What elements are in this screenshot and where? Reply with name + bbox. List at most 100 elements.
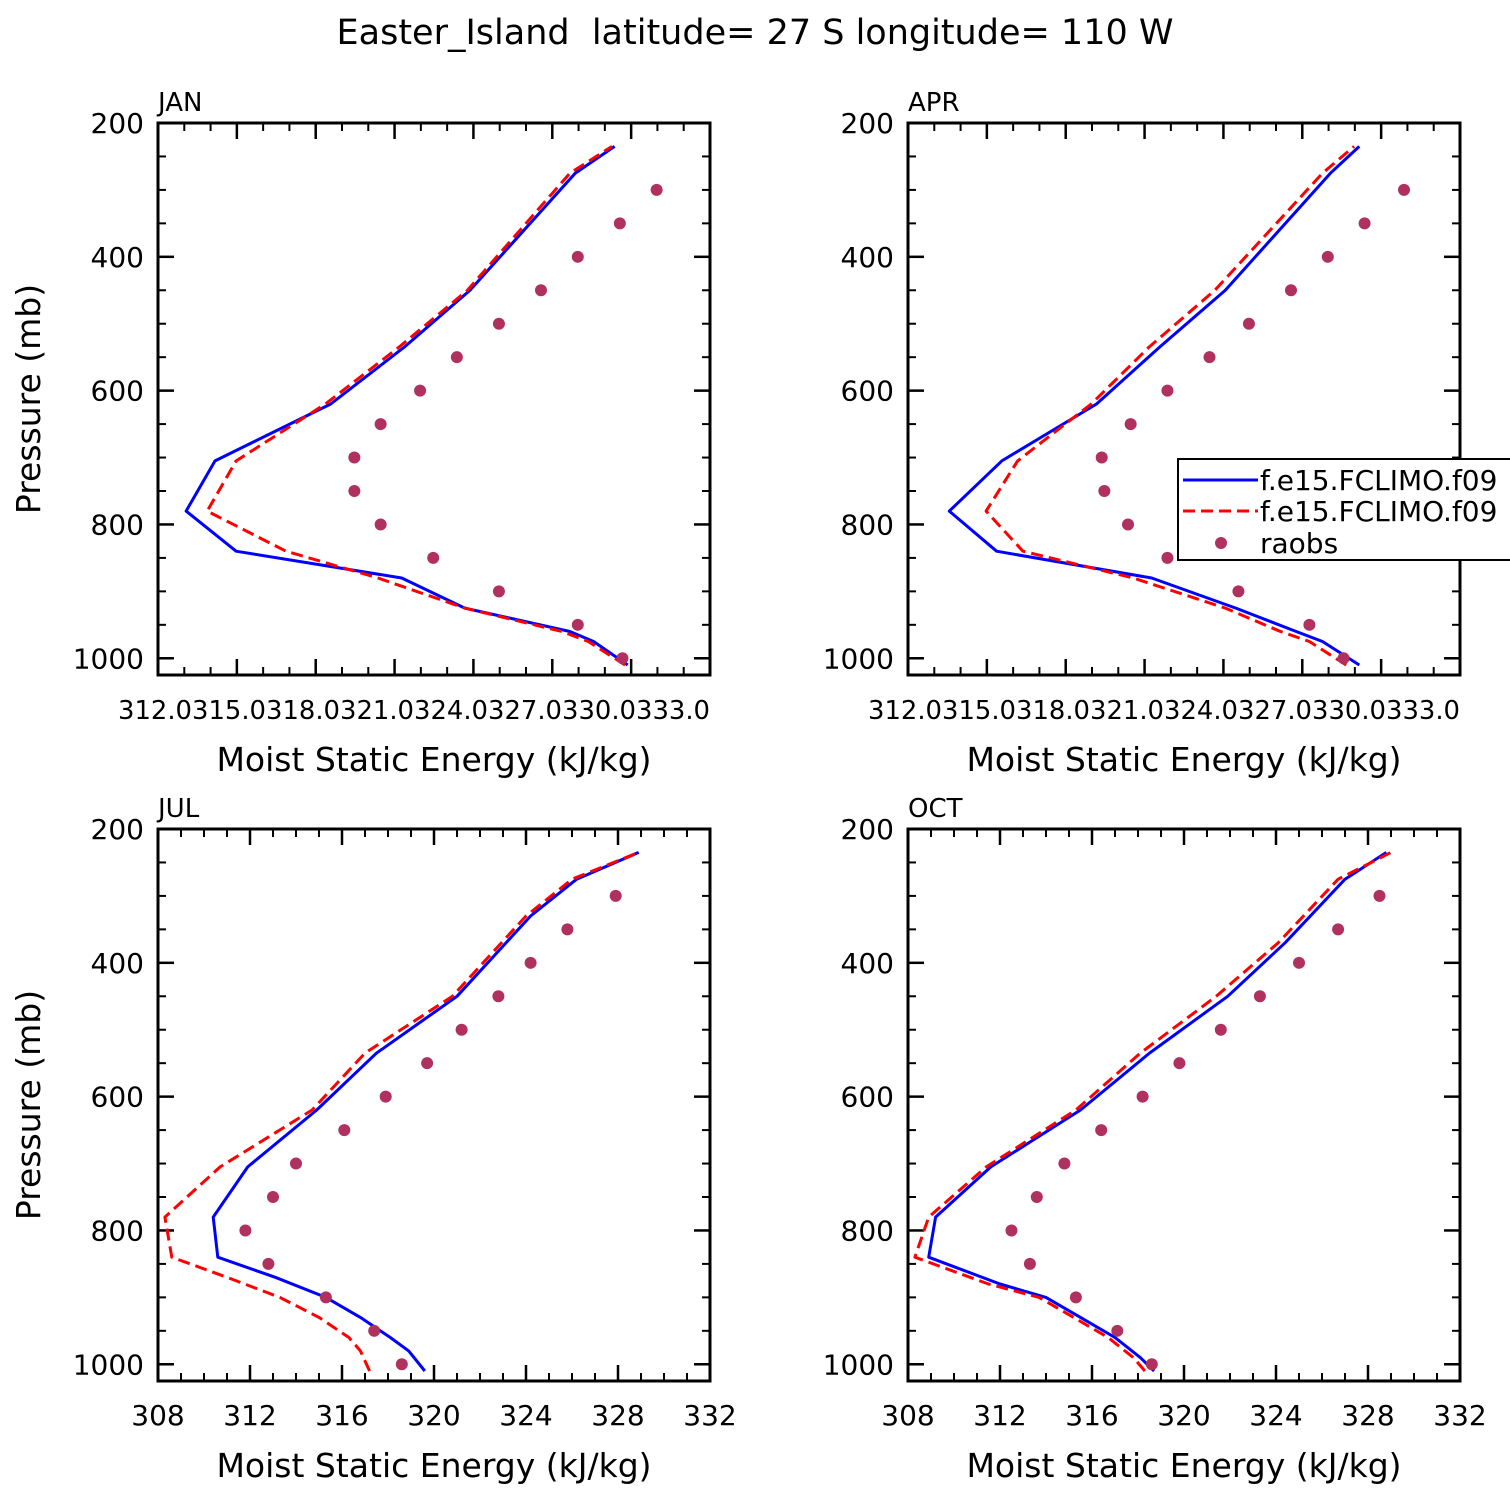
raobs-point: [1030, 1191, 1043, 1203]
y-tick-label: 1000: [73, 1348, 144, 1381]
raobs-point: [492, 585, 505, 598]
x-tick-labels: 312.0315.0318.0321.0324.0327.0330.0333.0: [868, 696, 1460, 726]
raobs-point: [348, 485, 361, 497]
y-tick-label: 600: [91, 375, 144, 408]
y-tick-label: 1000: [823, 642, 894, 675]
raobs-point: [1214, 1023, 1227, 1036]
raobs-point: [1398, 183, 1411, 196]
x-tick-label: 312.03: [118, 696, 208, 726]
x-tick-label: 21.03: [356, 696, 430, 726]
x-tick-label: 320: [1157, 1399, 1210, 1432]
panel-jan: 312.0315.0318.0321.0324.0327.0330.0333.0…: [9, 88, 712, 779]
dashed-series-line: [984, 145, 1356, 667]
legend-marker-dot: [1215, 537, 1227, 549]
raobs-point: [492, 317, 505, 330]
y-tick-label: 200: [841, 813, 894, 846]
x-tick-label: 316: [315, 1399, 368, 1432]
x-tick-label: 15.03: [208, 696, 282, 726]
x-tick-label: 316: [1065, 1399, 1118, 1432]
x-tick-label: 320: [407, 1399, 460, 1432]
y-tick-label: 600: [91, 1081, 144, 1114]
solid-series-line: [927, 851, 1388, 1373]
plot-frame: [906, 827, 1462, 1383]
x-tick-label: 18.03: [282, 696, 356, 726]
raobs-point: [1337, 652, 1350, 665]
raobs-point: [1005, 1224, 1018, 1237]
x-tick-label: 30.03: [1328, 696, 1402, 726]
data-area: [184, 145, 663, 667]
raobs-point: [1253, 990, 1266, 1003]
x-axis-label: Moist Static Energy (kJ/kg): [216, 1446, 651, 1485]
x-tick-label: 27.03: [504, 696, 578, 726]
raobs-point: [262, 1257, 275, 1270]
raobs-point: [1069, 1291, 1082, 1304]
raobs-point: [1161, 551, 1174, 564]
y-tick-label: 800: [91, 508, 144, 541]
y-tick-label: 600: [841, 375, 894, 408]
raobs-point: [319, 1291, 332, 1304]
raobs-point: [1173, 1057, 1186, 1070]
x-tick-label: 324: [499, 1399, 552, 1432]
panel-label: APR: [908, 88, 960, 118]
dashed-series-line: [913, 851, 1392, 1372]
x-tick-label: 33.0: [652, 696, 710, 726]
data-area: [947, 145, 1411, 667]
raobs-point: [1203, 351, 1216, 364]
raobs-point: [1124, 418, 1137, 431]
x-tick-label: 324: [1249, 1399, 1302, 1432]
raobs-point: [374, 518, 387, 531]
raobs-point: [613, 217, 626, 230]
y-tick-label: 200: [91, 107, 144, 140]
x-tick-label: 312: [973, 1399, 1026, 1432]
x-axis-label: Moist Static Energy (kJ/kg): [966, 1446, 1401, 1485]
panel-jul: 308 312 316 320 324 328 332 200 400 600 800 1000 JUL…: [9, 794, 737, 1485]
y-axis-label: Pressure (mb): [9, 990, 48, 1220]
raobs-point: [1145, 1358, 1158, 1371]
raobs-point: [609, 889, 622, 902]
raobs-point: [379, 1090, 392, 1103]
y-tick-label: 800: [91, 1214, 144, 1247]
raobs-point: [1122, 518, 1135, 531]
raobs-point: [1242, 317, 1255, 330]
raobs-point: [561, 923, 574, 936]
x-tick-label: 27.03: [1254, 696, 1328, 726]
legend-label: f.e15.FCLIMO.f09: [1260, 464, 1497, 497]
raobs-point: [1098, 485, 1111, 497]
x-tick-label: 308: [881, 1399, 934, 1432]
panel-label: OCT: [908, 794, 963, 824]
y-tick-label: 800: [841, 508, 894, 541]
raobs-point: [534, 284, 547, 297]
raobs-point: [650, 183, 663, 196]
solid-series-line: [211, 851, 640, 1372]
raobs-point: [1332, 923, 1345, 936]
x-axis-label: Moist Static Energy (kJ/kg): [966, 740, 1401, 779]
legend-label: raobs: [1260, 527, 1338, 560]
plot-frame: [906, 121, 1462, 677]
raobs-point: [1095, 451, 1108, 464]
x-tick-label: 312: [223, 1399, 276, 1432]
raobs-point: [395, 1358, 408, 1371]
y-tick-label: 400: [841, 241, 894, 274]
dashed-series-line: [205, 145, 626, 667]
raobs-point: [374, 418, 387, 431]
raobs-point: [290, 1157, 302, 1170]
solid-series-line: [947, 145, 1361, 667]
raobs-point: [421, 1057, 434, 1070]
y-tick-label: 400: [91, 947, 144, 980]
panel-label: JUL: [156, 794, 200, 824]
raobs-point: [1136, 1090, 1149, 1103]
y-axis-label: Pressure (mb): [9, 284, 48, 514]
raobs-point: [1095, 1124, 1108, 1137]
panel-apr: 312.0315.0318.0321.0324.0327.0330.0333.0…: [823, 88, 1462, 779]
raobs-point: [1023, 1257, 1036, 1270]
raobs-point: [450, 351, 463, 364]
x-tick-label: 33.0: [1402, 696, 1460, 726]
x-tick-label: 18.03: [1032, 696, 1106, 726]
x-tick-label: 312.03: [868, 696, 958, 726]
x-tick-labels: 312.0315.0318.0321.0324.0327.0330.0333.0: [118, 696, 710, 726]
x-tick-label: 15.03: [958, 696, 1032, 726]
y-tick-label: 1000: [73, 642, 144, 675]
plot-frame: [156, 827, 712, 1383]
